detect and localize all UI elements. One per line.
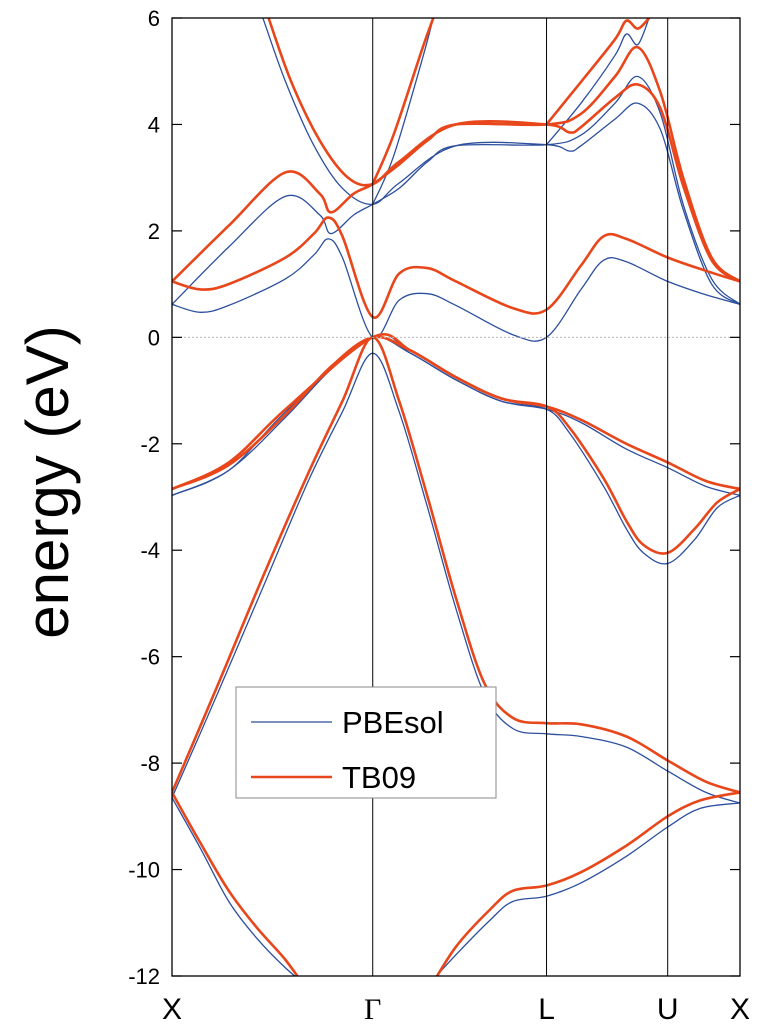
y-tick-label: -10 — [128, 858, 160, 883]
plot-frame — [171, 17, 741, 977]
pbesol-band-line — [172, 797, 296, 976]
y-tick-label: 4 — [148, 112, 160, 137]
y-tick-label: 2 — [148, 219, 160, 244]
series-tb09 — [172, 18, 740, 976]
y-tick-label: 6 — [148, 6, 160, 31]
pbesol-band-line — [172, 75, 740, 305]
tb09-band-line — [172, 45, 740, 283]
x-tick-label: U — [657, 993, 679, 1026]
legend-box — [235, 686, 497, 799]
y-tick-label: -4 — [140, 538, 160, 563]
pbesol-band-line — [172, 336, 740, 565]
pbesol-band-line — [545, 18, 650, 146]
high-symmetry-lines — [372, 18, 669, 976]
y-axis-ticks: 6 4 2 0 -2 -4 -6 -8 -10 -12 — [128, 6, 740, 989]
tb09-band-line — [172, 791, 299, 976]
x-tick-label: X — [730, 993, 750, 1026]
y-tick-label: -8 — [140, 751, 160, 776]
x-tick-label: X — [162, 993, 182, 1026]
x-tick-label: Γ — [364, 993, 381, 1026]
bands-layer — [172, 18, 740, 976]
x-tick-label: L — [538, 993, 555, 1026]
y-tick-label: 0 — [148, 325, 160, 350]
legend: PBEsol TB09 — [235, 686, 497, 799]
pbesol-band-line — [172, 334, 740, 497]
y-tick-label: -6 — [140, 645, 160, 670]
pbesol-band-line — [172, 238, 740, 342]
tb09-band-line — [172, 333, 740, 491]
y-tick-label: -12 — [128, 964, 160, 989]
y-axis-label: energy (eV) — [14, 325, 81, 638]
pbesol-band-line — [262, 18, 740, 305]
tb09-band-line — [172, 336, 740, 794]
tb09-band-line — [545, 18, 651, 126]
tb09-band-line — [435, 791, 740, 976]
y-tick-label: -2 — [140, 432, 160, 457]
tb09-band-line — [172, 216, 740, 319]
pbesol-band-line — [372, 18, 434, 205]
legend-label-tb09: TB09 — [342, 760, 416, 795]
pbesol-band-line — [435, 802, 740, 976]
legend-label-pbesol: PBEsol — [342, 705, 444, 740]
series-pbesol — [172, 18, 740, 976]
pbesol-band-line — [172, 352, 740, 804]
tb09-band-line — [267, 18, 740, 283]
tb09-band-line — [371, 18, 435, 186]
